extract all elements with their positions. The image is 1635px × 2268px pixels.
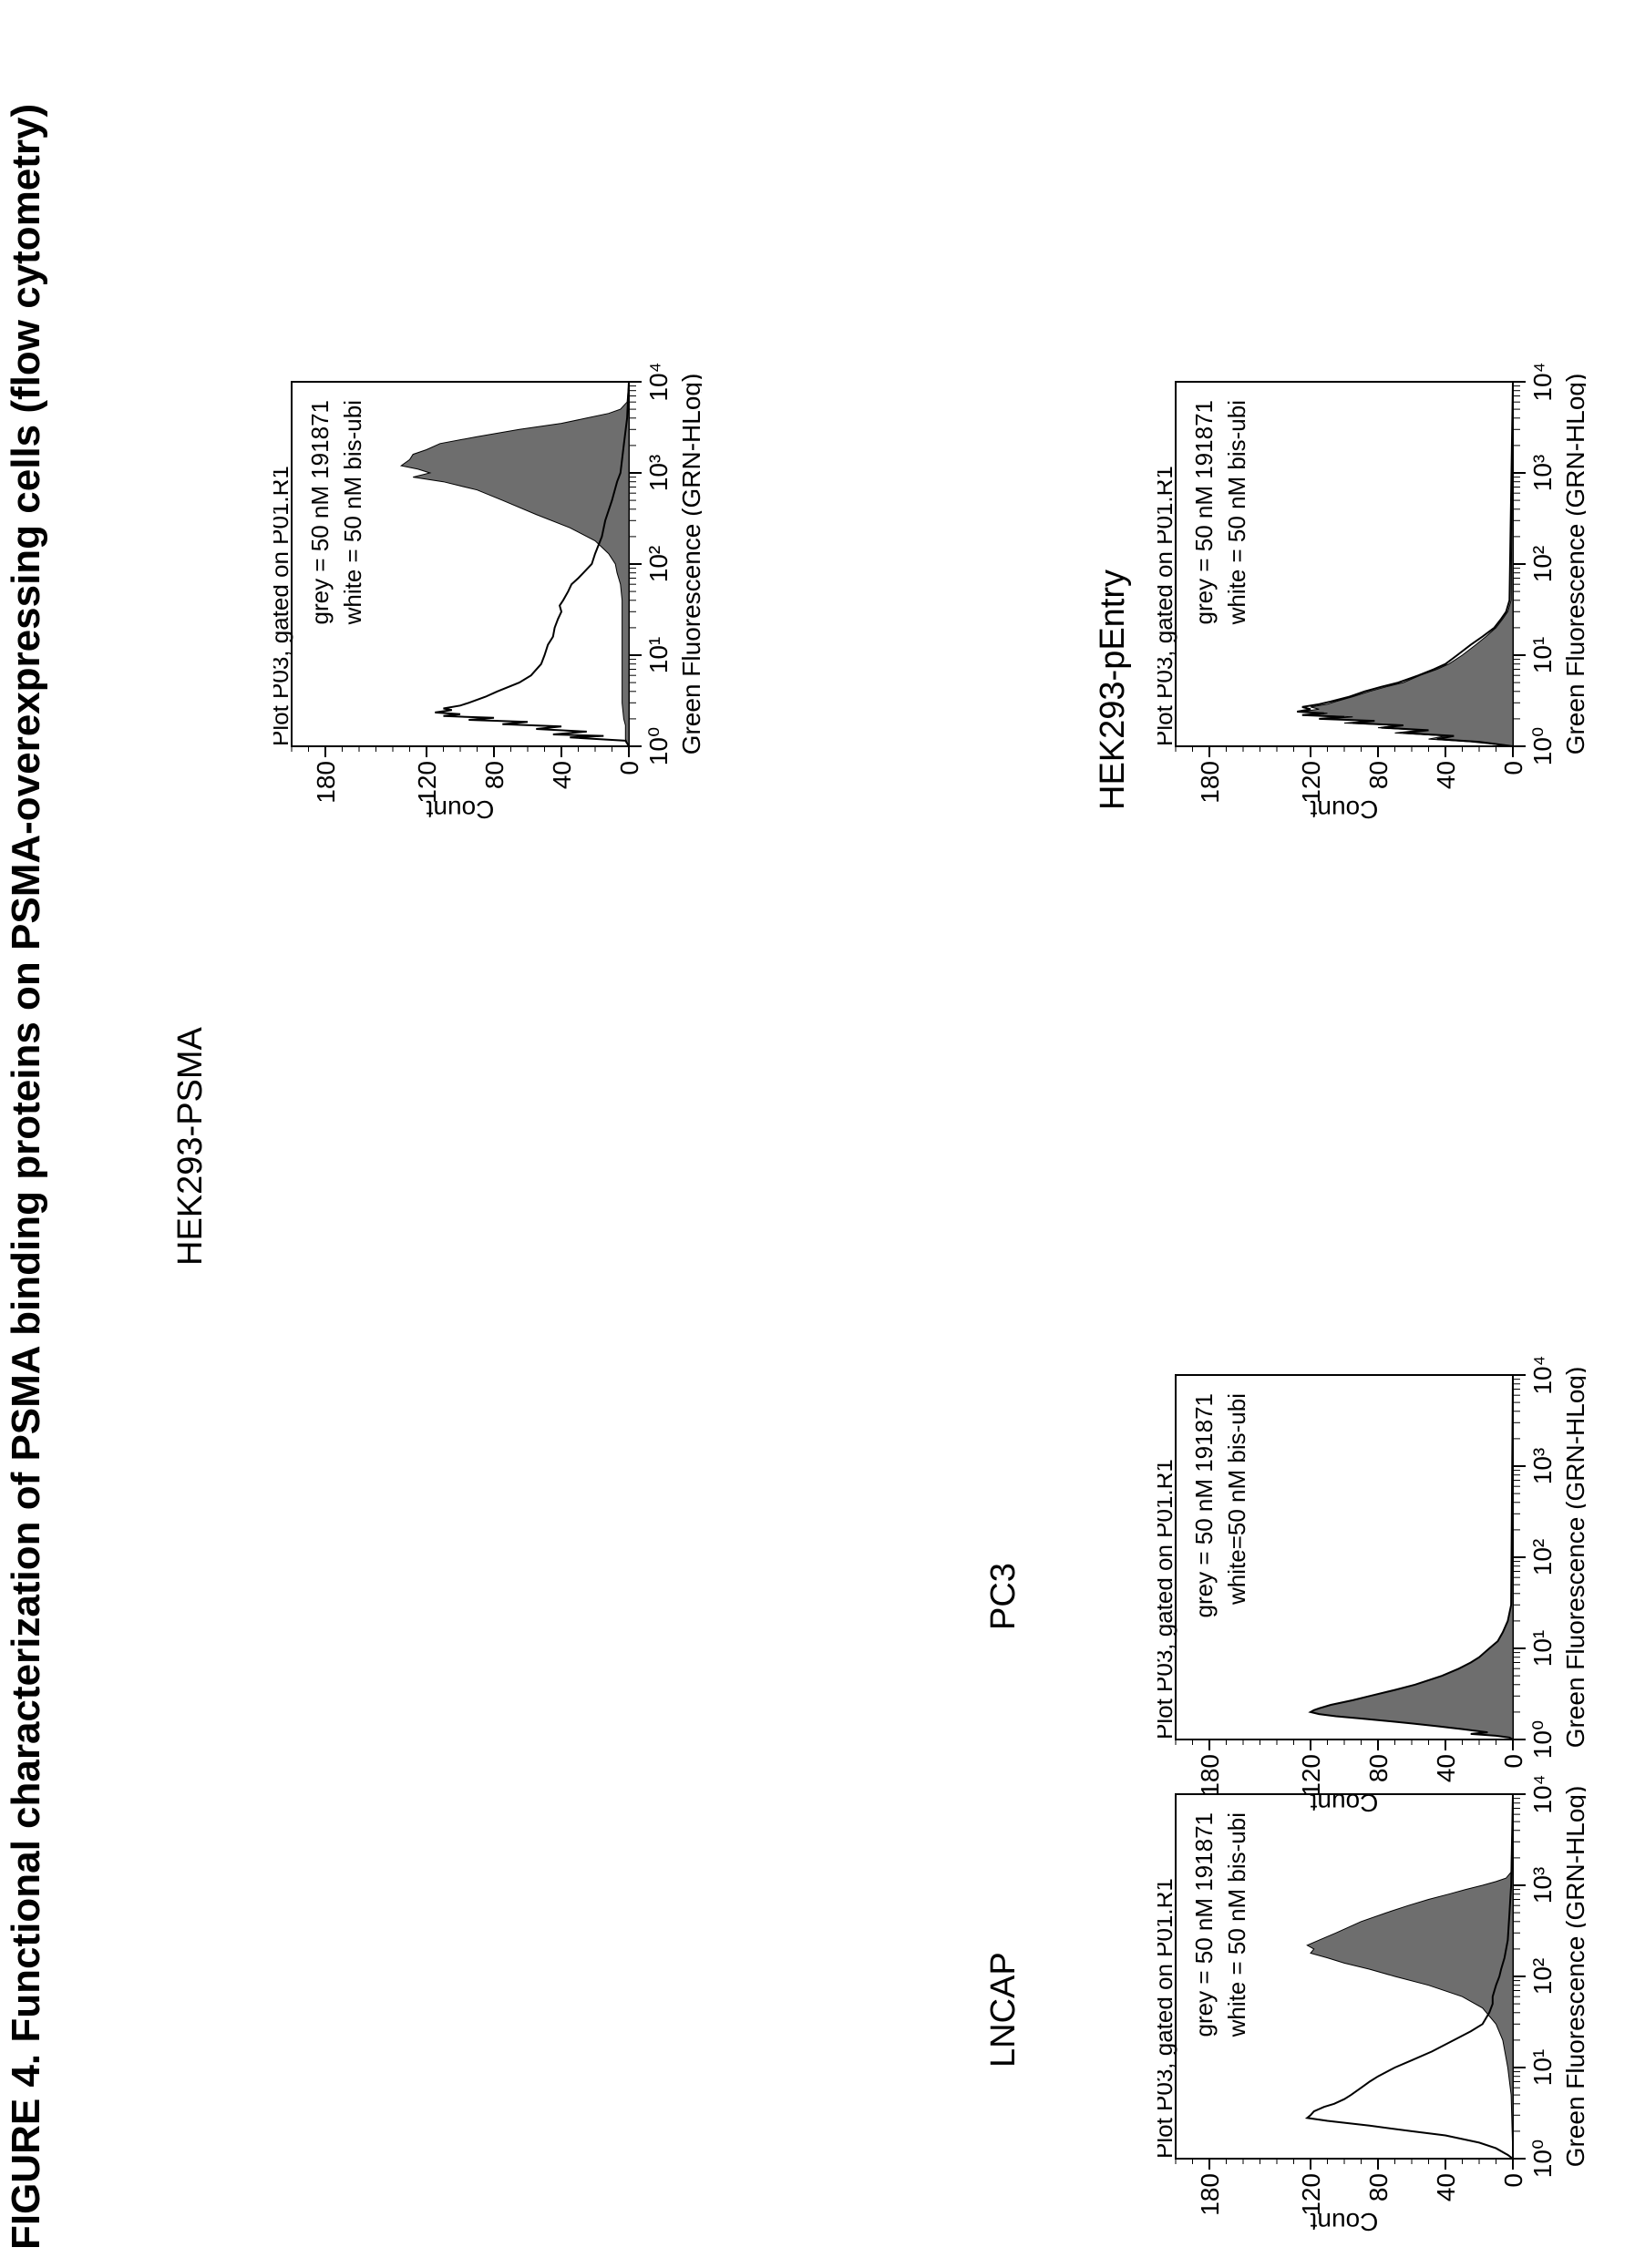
y-tick-label: 40 <box>1432 761 1460 789</box>
x-tick-label: 10² <box>644 546 673 582</box>
x-axis-label: Green Fluorescence (GRN-HLog) <box>1561 1367 1586 1749</box>
y-tick-label: 80 <box>1364 1754 1393 1782</box>
x-tick-label: 10⁰ <box>1528 727 1557 765</box>
x-tick-label: 10¹ <box>1528 1630 1557 1667</box>
plot-annotation: grey = 50 nM 191871 <box>1190 1393 1218 1617</box>
x-tick-label: 10² <box>1528 546 1557 582</box>
x-axis-label: Green Fluorescence (GRN-HLog) <box>677 374 702 755</box>
series-white-line <box>1297 381 1514 747</box>
y-tick-label: 80 <box>1364 2173 1393 2201</box>
panel-label-hek293-psma: HEK293-PSMA <box>171 1027 210 1266</box>
y-tick-label: 180 <box>1196 1754 1224 1797</box>
plot-annotation: white = 50 nM bis-ubi <box>1223 400 1250 625</box>
x-tick-label: 10⁰ <box>644 727 673 765</box>
y-tick-label: 180 <box>312 761 340 804</box>
x-tick-label: 10⁴ <box>1528 1355 1557 1394</box>
plot-title: Plot P03, gated on P01.R1 <box>273 466 293 746</box>
panel-label-lncap: LNCAP <box>984 1952 1023 2068</box>
series-white-line <box>435 381 630 747</box>
x-tick-label: 10⁰ <box>1528 1720 1557 1759</box>
chart-hek293-psma: 10⁰ 10¹ 10² 10³ 10⁴ 0 40 80 120 180 Green Fluoresc… <box>273 362 702 819</box>
y-tick-label: 180 <box>1196 2173 1224 2216</box>
x-tick-label: 10³ <box>1528 455 1557 491</box>
x-tick-label: 10⁴ <box>1528 1774 1557 1813</box>
x-tick-label: 10³ <box>1528 1867 1557 1904</box>
series-grey-area <box>1301 381 1514 747</box>
y-tick-label: 40 <box>548 761 576 789</box>
plot-annotation: white = 50 nM bis-ubi <box>1223 1812 1250 2037</box>
x-tick-label: 10² <box>1528 1958 1557 1995</box>
y-tick-label: 40 <box>1432 1754 1460 1782</box>
y-axis-label: Count <box>1310 2208 1378 2232</box>
x-tick-label: 10¹ <box>1528 2049 1557 2086</box>
plot-annotation: white=50 nM bis-ubi <box>1223 1393 1250 1606</box>
y-tick-label: 0 <box>1499 761 1527 775</box>
y-tick-label: 120 <box>1297 2173 1325 2216</box>
x-axis-label: Green Fluorescence (GRN-HLog) <box>1561 374 1586 755</box>
plot-title: Plot P03, gated on P01.R1 <box>1157 466 1177 746</box>
y-tick-label: 120 <box>413 761 441 804</box>
y-axis-label: Count <box>1310 795 1378 819</box>
plot-title: Plot P03, gated on P01.R1 <box>1157 1878 1177 2159</box>
x-tick-label: 10⁴ <box>644 362 673 401</box>
plot-annotation: white = 50 nM bis-ubi <box>339 400 366 625</box>
x-tick-label: 10¹ <box>644 637 673 673</box>
plot-annotation: grey = 50 nM 191871 <box>1190 400 1218 624</box>
y-axis-label: Count <box>426 795 494 819</box>
y-axis-label: Count <box>1310 1789 1378 1812</box>
series-grey-area <box>1306 1793 1514 2160</box>
y-tick-label: 0 <box>1499 2173 1527 2188</box>
x-tick-label: 10² <box>1528 1539 1557 1575</box>
y-tick-label: 0 <box>615 761 643 775</box>
y-tick-label: 40 <box>1432 2173 1460 2201</box>
plot-annotation: grey = 50 nM 191871 <box>1190 1812 1218 2037</box>
plot-title: Plot P03, gated on P01.R1 <box>1157 1459 1177 1739</box>
panel-label-hek293-pentry: HEK293-pEntry <box>1094 569 1132 810</box>
y-tick-label: 120 <box>1297 1754 1325 1797</box>
x-tick-label: 10¹ <box>1528 637 1557 673</box>
y-tick-label: 0 <box>1499 1754 1527 1769</box>
x-tick-label: 10³ <box>1528 1448 1557 1484</box>
x-tick-label: 10⁰ <box>1528 2140 1557 2178</box>
chart-hek293-pentry: 10⁰ 10¹ 10² 10³ 10⁴ 0 40 80 120 180 Green Fluoresc… <box>1157 362 1586 819</box>
chart-lncap: 10⁰ 10¹ 10² 10³ 10⁴ 0 40 80 120 180 Green Fluoresc… <box>1157 1774 1586 2232</box>
x-tick-label: 10⁴ <box>1528 362 1557 401</box>
y-tick-label: 80 <box>480 761 509 789</box>
series-white-line <box>1308 1374 1514 1740</box>
x-tick-label: 10³ <box>644 455 673 491</box>
y-tick-label: 180 <box>1196 761 1224 804</box>
series-grey-area <box>399 381 630 747</box>
series-white-line <box>1304 1793 1514 2160</box>
y-tick-label: 120 <box>1297 761 1325 804</box>
y-tick-label: 80 <box>1364 761 1393 789</box>
panel-label-pc3: PC3 <box>984 1563 1023 1630</box>
x-axis-label: Green Fluorescence (GRN-HLog) <box>1561 1786 1586 2168</box>
plot-annotation: grey = 50 nM 191871 <box>306 400 334 624</box>
figure-title: FIGURE 4. Functional characterization of… <box>4 103 48 2250</box>
